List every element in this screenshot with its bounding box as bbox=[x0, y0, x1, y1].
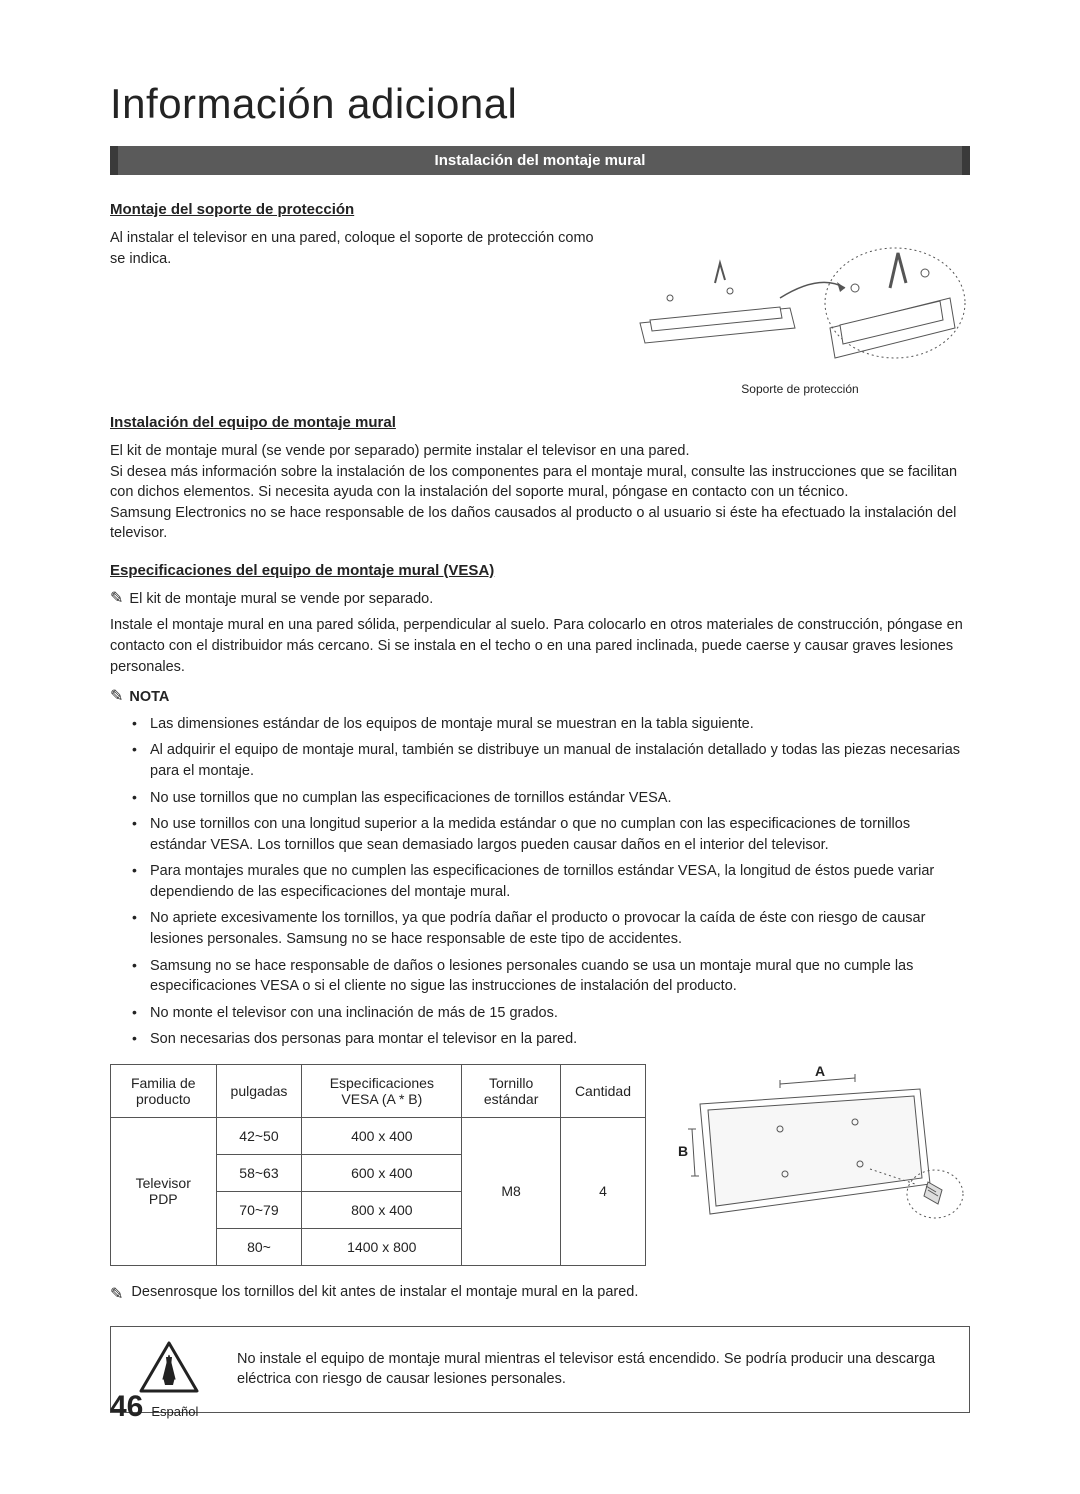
page-title: Información adicional bbox=[110, 80, 970, 128]
list-item: No use tornillos que no cumplan las espe… bbox=[150, 788, 970, 809]
list-item: No use tornillos con una longitud superi… bbox=[150, 814, 970, 855]
vesa-table: Familia de producto pulgadas Especificac… bbox=[110, 1064, 646, 1266]
th-qty: Cantidad bbox=[560, 1064, 645, 1117]
list-item: Samsung no se hace responsable de daños … bbox=[150, 956, 970, 997]
note-sold-separately: ✎ El kit de montaje mural se vende por s… bbox=[110, 589, 970, 610]
subsection-1: Montaje del soporte de protección Al ins… bbox=[110, 201, 970, 396]
note-icon: ✎ bbox=[110, 687, 123, 706]
cell-vesa: 600 x 400 bbox=[302, 1154, 462, 1191]
cell-vesa: 800 x 400 bbox=[302, 1191, 462, 1228]
section-heading-bar: Instalación del montaje mural bbox=[110, 146, 970, 175]
warning-text: No instale el equipo de montaje mural mi… bbox=[237, 1349, 951, 1390]
list-item: Para montajes murales que no cumplen las… bbox=[150, 861, 970, 902]
nota-heading: ✎ NOTA bbox=[110, 687, 970, 708]
table-row: Televisor PDP 42~50 400 x 400 M8 4 bbox=[111, 1117, 646, 1154]
list-item: Las dimensiones estándar de los equipos … bbox=[150, 714, 970, 735]
th-inches: pulgadas bbox=[216, 1064, 302, 1117]
cell-vesa: 400 x 400 bbox=[302, 1117, 462, 1154]
cell-inches: 80~ bbox=[216, 1228, 302, 1265]
cell-inches: 42~50 bbox=[216, 1117, 302, 1154]
fig-label-b: B bbox=[678, 1143, 688, 1159]
th-screw: Tornillo estándar bbox=[462, 1064, 561, 1117]
cell-qty: 4 bbox=[560, 1117, 645, 1265]
cell-inches: 70~79 bbox=[216, 1191, 302, 1228]
warning-box: No instale el equipo de montaje mural mi… bbox=[110, 1326, 970, 1413]
tv-vesa-figure: A B bbox=[670, 1064, 970, 1234]
page-footer: 46 Español bbox=[110, 1390, 198, 1424]
cell-inches: 58~63 bbox=[216, 1154, 302, 1191]
blanking-cover-figure bbox=[630, 228, 970, 378]
unscrew-note: ✎ Desenrosque los tornillos del kit ante… bbox=[110, 1284, 970, 1304]
subsection-2: Instalación del equipo de montaje mural … bbox=[110, 414, 970, 544]
manual-page: Información adicional Instalación del mo… bbox=[0, 0, 1080, 1494]
subhead-wallmount-kit: Instalación del equipo de montaje mural bbox=[110, 414, 970, 431]
subsection-3: Especificaciones del equipo de montaje m… bbox=[110, 562, 970, 1413]
list-item: Son necesarias dos personas para montar … bbox=[150, 1029, 970, 1050]
note-icon: ✎ bbox=[110, 589, 123, 608]
list-item: No apriete excesivamente los tornillos, … bbox=[150, 908, 970, 949]
note-sold-separately-text: El kit de montaje mural se vende por sep… bbox=[129, 589, 433, 610]
fig-label-a: A bbox=[815, 1064, 825, 1079]
th-family: Familia de producto bbox=[111, 1064, 217, 1117]
page-number: 46 bbox=[110, 1390, 143, 1424]
list-item: Al adquirir el equipo de montaje mural, … bbox=[150, 740, 970, 781]
cell-family: Televisor PDP bbox=[111, 1117, 217, 1265]
blanking-cover-text: Al instalar el televisor en una pared, c… bbox=[110, 228, 600, 269]
cell-screw: M8 bbox=[462, 1117, 561, 1265]
table-header-row: Familia de producto pulgadas Especificac… bbox=[111, 1064, 646, 1117]
nota-label: NOTA bbox=[129, 687, 169, 708]
cell-vesa: 1400 x 800 bbox=[302, 1228, 462, 1265]
nota-bullet-list: Las dimensiones estándar de los equipos … bbox=[110, 714, 970, 1050]
wallmount-p3: Samsung Electronics no se hace responsab… bbox=[110, 503, 970, 544]
page-language: Español bbox=[151, 1404, 198, 1419]
unscrew-text: Desenrosque los tornillos del kit antes … bbox=[131, 1284, 638, 1300]
wallmount-p2: Si desea más información sobre la instal… bbox=[110, 462, 970, 503]
blanking-cover-caption: Soporte de protección bbox=[630, 382, 970, 396]
subhead-blanking-cover: Montaje del soporte de protección bbox=[110, 201, 970, 218]
th-vesa: Especificaciones VESA (A * B) bbox=[302, 1064, 462, 1117]
list-item: No monte el televisor con una inclinació… bbox=[150, 1003, 970, 1024]
wallmount-p1: El kit de montaje mural (se vende por se… bbox=[110, 441, 970, 462]
note-icon: ✎ bbox=[110, 1284, 123, 1304]
subhead-vesa-spec: Especificaciones del equipo de montaje m… bbox=[110, 562, 970, 579]
vesa-install-text: Instale el montaje mural en una pared só… bbox=[110, 615, 970, 677]
